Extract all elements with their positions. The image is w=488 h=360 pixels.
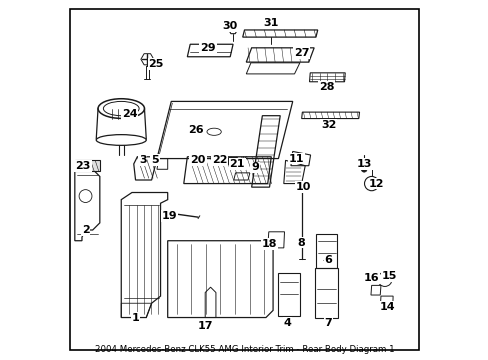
- Text: 15: 15: [381, 271, 396, 282]
- Text: 12: 12: [368, 179, 384, 189]
- Text: 2: 2: [81, 225, 89, 235]
- Text: 7: 7: [324, 318, 332, 328]
- Text: 8: 8: [297, 238, 305, 248]
- Text: 3: 3: [139, 156, 146, 165]
- Text: 29: 29: [200, 43, 215, 53]
- Ellipse shape: [96, 135, 146, 145]
- Text: 21: 21: [229, 159, 244, 169]
- Text: 14: 14: [379, 302, 394, 312]
- Text: 19: 19: [162, 211, 177, 221]
- Text: 20: 20: [190, 156, 205, 165]
- Text: 18: 18: [261, 239, 277, 249]
- Text: 28: 28: [318, 82, 334, 92]
- Text: 9: 9: [251, 162, 259, 172]
- Text: 17: 17: [197, 321, 212, 332]
- Text: 1: 1: [131, 312, 139, 323]
- Circle shape: [361, 166, 366, 172]
- Text: 2004 Mercedes-Benz CLK55 AMG Interior Trim - Rear Body Diagram 1: 2004 Mercedes-Benz CLK55 AMG Interior Tr…: [95, 345, 393, 354]
- Text: 16: 16: [363, 273, 378, 283]
- Text: 10: 10: [295, 182, 310, 192]
- Text: 30: 30: [222, 21, 237, 31]
- Text: 23: 23: [75, 161, 91, 171]
- Text: 27: 27: [293, 48, 309, 58]
- Text: 32: 32: [321, 120, 336, 130]
- Text: 31: 31: [263, 18, 279, 28]
- Text: 13: 13: [356, 159, 371, 169]
- Text: 4: 4: [283, 318, 291, 328]
- Text: 11: 11: [288, 154, 304, 163]
- Text: 6: 6: [324, 255, 332, 265]
- Text: 26: 26: [188, 125, 203, 135]
- Polygon shape: [75, 160, 100, 171]
- Text: 5: 5: [151, 156, 159, 165]
- Text: 24: 24: [122, 109, 137, 119]
- FancyBboxPatch shape: [70, 9, 418, 350]
- Text: 25: 25: [148, 59, 163, 69]
- Text: 22: 22: [211, 156, 227, 165]
